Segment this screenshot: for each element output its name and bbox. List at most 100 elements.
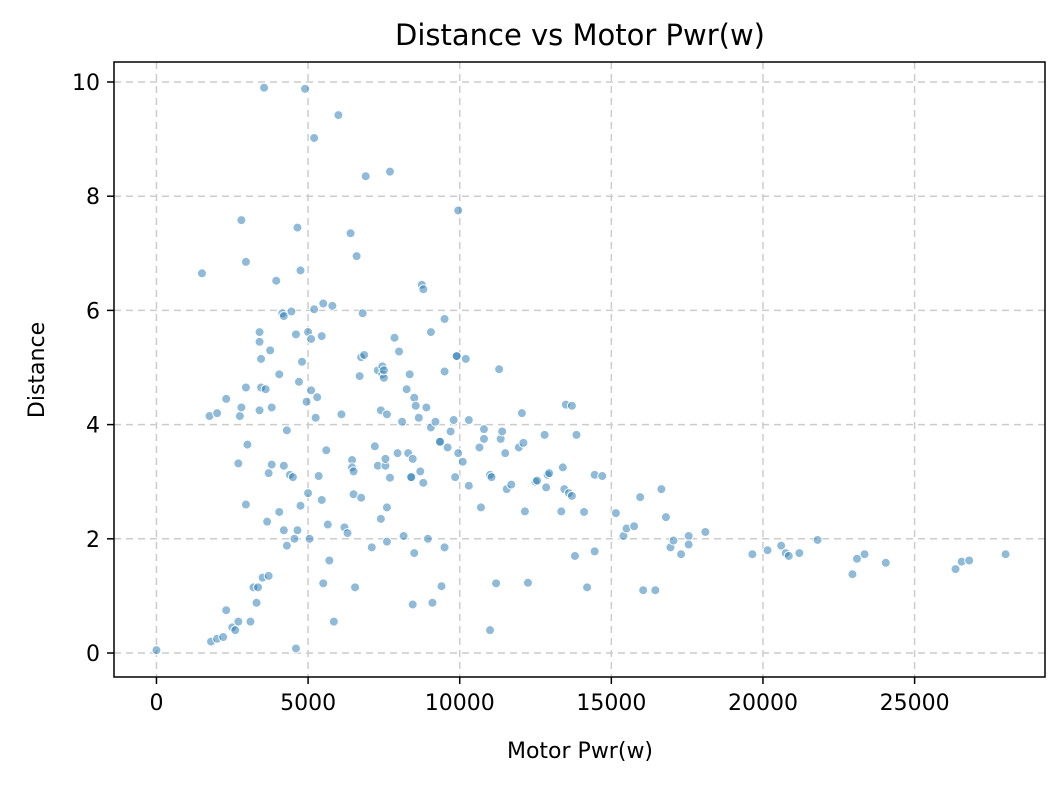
data-point bbox=[306, 385, 317, 396]
data-point bbox=[218, 632, 229, 643]
data-point bbox=[413, 412, 424, 423]
data-point bbox=[500, 448, 511, 459]
data-point bbox=[350, 582, 361, 593]
data-point bbox=[212, 408, 223, 419]
data-point bbox=[313, 470, 324, 481]
grid bbox=[114, 62, 1045, 677]
data-point bbox=[354, 371, 365, 382]
data-point bbox=[683, 530, 694, 541]
data-point bbox=[316, 331, 327, 342]
data-point bbox=[445, 426, 456, 437]
data-point bbox=[318, 298, 329, 309]
data-point bbox=[660, 512, 671, 523]
data-point bbox=[289, 533, 300, 544]
data-point bbox=[494, 364, 505, 375]
data-point bbox=[486, 472, 497, 483]
data-point bbox=[297, 356, 308, 367]
data-point bbox=[260, 384, 271, 395]
data-point bbox=[544, 468, 555, 479]
data-point bbox=[271, 275, 282, 286]
data-point bbox=[151, 645, 162, 656]
data-point bbox=[491, 578, 502, 589]
data-point bbox=[278, 311, 289, 322]
data-point bbox=[579, 506, 590, 517]
data-point bbox=[783, 550, 794, 561]
data-point bbox=[964, 555, 975, 566]
data-point bbox=[571, 429, 582, 440]
data-point bbox=[312, 392, 323, 403]
y-tick-label: 0 bbox=[86, 642, 100, 667]
data-point bbox=[281, 425, 292, 436]
data-point bbox=[281, 540, 292, 551]
data-point bbox=[683, 539, 694, 550]
data-point bbox=[380, 453, 391, 464]
y-axis-label: Distance bbox=[25, 322, 50, 418]
data-point bbox=[290, 329, 301, 340]
data-point bbox=[254, 405, 265, 416]
data-point bbox=[409, 548, 420, 559]
data-point bbox=[245, 616, 256, 627]
data-point bbox=[327, 300, 338, 311]
data-point bbox=[256, 353, 267, 364]
data-point bbox=[589, 546, 600, 557]
x-axis-ticks: 0 5000 10000 15000 20000 25000 bbox=[149, 677, 950, 716]
data-point bbox=[254, 327, 265, 338]
data-point bbox=[381, 409, 392, 420]
data-point bbox=[233, 458, 244, 469]
data-point bbox=[478, 424, 489, 435]
data-point bbox=[463, 480, 474, 491]
data-point bbox=[425, 327, 436, 338]
data-point bbox=[322, 519, 333, 530]
data-point bbox=[539, 429, 550, 440]
data-point bbox=[457, 456, 468, 467]
data-point bbox=[812, 534, 823, 545]
data-point bbox=[221, 605, 232, 616]
data-point bbox=[409, 392, 420, 403]
data-point bbox=[295, 500, 306, 511]
data-point bbox=[451, 351, 462, 362]
data-point bbox=[309, 304, 320, 315]
data-point bbox=[356, 492, 367, 503]
data-point bbox=[263, 570, 274, 581]
data-point bbox=[418, 477, 429, 488]
data-point bbox=[348, 466, 359, 477]
data-point bbox=[450, 472, 461, 483]
data-point bbox=[650, 585, 661, 596]
data-point bbox=[242, 439, 253, 450]
data-point bbox=[556, 506, 567, 517]
data-point bbox=[762, 545, 773, 556]
data-point bbox=[851, 553, 862, 564]
data-point bbox=[635, 492, 646, 503]
data-point bbox=[266, 402, 277, 413]
data-point bbox=[309, 132, 320, 143]
data-point bbox=[266, 459, 277, 470]
data-point bbox=[569, 550, 580, 561]
data-point bbox=[448, 415, 459, 426]
data-point bbox=[1000, 549, 1011, 560]
y-tick-label: 8 bbox=[86, 185, 100, 210]
data-point bbox=[392, 448, 403, 459]
data-point bbox=[316, 494, 327, 505]
data-point bbox=[439, 366, 450, 377]
data-point bbox=[436, 581, 447, 592]
data-point bbox=[566, 490, 577, 501]
data-point bbox=[401, 384, 412, 395]
data-point bbox=[541, 482, 552, 493]
data-point bbox=[328, 616, 339, 627]
x-axis-label: Motor Pwr(w) bbox=[507, 739, 653, 764]
data-point bbox=[375, 513, 386, 524]
data-point bbox=[418, 284, 429, 295]
data-point bbox=[485, 625, 496, 636]
x-tick-label: 5000 bbox=[280, 691, 336, 716]
data-point bbox=[497, 426, 508, 437]
data-point bbox=[278, 460, 289, 471]
data-point bbox=[196, 268, 207, 279]
data-point bbox=[287, 472, 298, 483]
data-point bbox=[422, 533, 433, 544]
data-point bbox=[233, 616, 244, 627]
data-point bbox=[230, 625, 241, 636]
data-point bbox=[324, 555, 335, 566]
x-tick-label: 0 bbox=[149, 691, 163, 716]
data-point bbox=[453, 205, 464, 216]
